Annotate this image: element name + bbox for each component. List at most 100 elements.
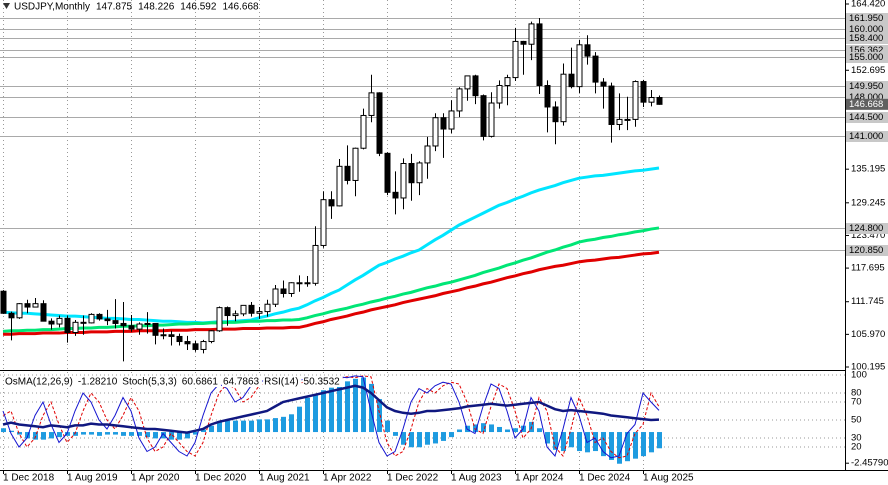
osma-bar (225, 420, 230, 433)
x-tick-label: 1 Aug 2023 (451, 473, 502, 484)
osma-bar (233, 420, 238, 433)
osma-bar (641, 432, 646, 457)
header-text: 147.875 (96, 2, 133, 13)
candle-body (192, 343, 199, 350)
candle-body (40, 303, 47, 322)
header-bg (121, 376, 180, 387)
candle-body (648, 97, 655, 103)
candle-body (448, 110, 455, 130)
candle-body (304, 282, 311, 285)
price-label: 146.668 (849, 99, 883, 110)
candle-body (224, 307, 231, 317)
candle-body (472, 75, 479, 97)
indicator-header: OsMA(12,26,9) (5, 377, 73, 388)
osma-bar (569, 432, 574, 448)
candle-body (104, 318, 111, 322)
candle-body (8, 312, 15, 319)
osma-bar (553, 432, 558, 450)
candle-body (272, 288, 279, 305)
candle-body (288, 282, 295, 294)
osma-bar (385, 420, 390, 433)
candle-body (96, 313, 103, 320)
osma-bar (9, 430, 14, 433)
osma-bar (657, 432, 662, 449)
y-tick-label: 123.470 (851, 230, 885, 241)
osma-bar (537, 428, 542, 433)
osma-bar (393, 432, 398, 436)
osma-bar (321, 390, 326, 433)
osma-bar (305, 397, 310, 433)
osma-bar (617, 432, 622, 464)
osma-bar (137, 432, 142, 436)
x-tick-label: 1 Dec 2020 (195, 473, 247, 484)
osma-bar (577, 432, 582, 452)
level-label-box (846, 245, 888, 256)
osma-bar (41, 432, 46, 440)
header-bg (302, 376, 343, 387)
y-tick-label: 100.195 (851, 362, 885, 373)
candle-body (80, 321, 87, 324)
level-label-box (846, 45, 888, 56)
level-label-box (846, 131, 888, 142)
candle-body (168, 334, 175, 337)
osma-bar (209, 425, 214, 433)
osma-bar (73, 432, 78, 436)
level-label-box (846, 24, 888, 35)
osma-bar (145, 432, 150, 438)
y-tick-label: 100 (851, 370, 867, 381)
osma-bar (489, 424, 494, 433)
level-label-box (846, 223, 888, 234)
level-label: 141.000 (849, 131, 883, 142)
candle-body (520, 40, 527, 45)
moving-average (2, 166, 660, 325)
level-label-box (846, 52, 888, 63)
candle-body (568, 73, 575, 88)
osma-bar (281, 416, 286, 433)
candle-body (312, 244, 319, 284)
x-tick-label: 1 Apr 2020 (131, 473, 180, 484)
level-label: 144.500 (849, 112, 883, 123)
candle-body (640, 81, 647, 103)
header-text: USDJPY,Monthly (14, 2, 90, 13)
osma-bar (249, 420, 254, 433)
header-bg (4, 376, 76, 387)
candle-body (152, 322, 159, 336)
osma-bar (409, 432, 414, 448)
osma-bar (513, 428, 518, 433)
candle-body (536, 23, 543, 87)
candle-body (560, 73, 567, 123)
osma-bar (473, 424, 478, 433)
osma-bar (497, 426, 502, 433)
indicator-header: RSI(14) (264, 377, 298, 388)
indicator-header: Stoch(5,3,3) (122, 377, 176, 388)
x-tick-label: 1 Aug 2025 (643, 473, 694, 484)
candle-body (256, 311, 263, 314)
candle-body (184, 341, 191, 345)
candle-body (280, 288, 287, 294)
candle-body (488, 102, 495, 137)
candle-body (208, 330, 215, 343)
level-label: 155.000 (849, 52, 883, 63)
osma-bar (113, 432, 118, 435)
price-label-box (846, 98, 888, 110)
osma-bar (257, 419, 262, 433)
candle-body (136, 323, 143, 330)
y-tick-label: 20 (851, 442, 862, 453)
candle-body (32, 303, 39, 308)
candle-body (544, 85, 551, 108)
y-tick-label: 80 (851, 388, 862, 399)
osma-bar (433, 432, 438, 444)
osma-bar (185, 432, 190, 439)
candle-body (144, 322, 151, 325)
level-label-box (846, 13, 888, 24)
candle-body (320, 199, 327, 246)
candle-body (248, 304, 255, 314)
candle-body (0, 290, 7, 314)
y-tick-label: 152.695 (851, 65, 885, 76)
osma-bar (1, 428, 6, 433)
osma-bar (361, 377, 366, 433)
candle-body (408, 162, 415, 184)
candle-body (656, 97, 663, 105)
